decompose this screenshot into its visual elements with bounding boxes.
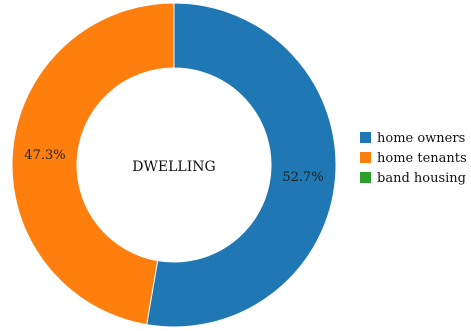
legend-label-home-tenants: home tenants: [377, 151, 467, 166]
legend-swatch-band-housing: [360, 172, 371, 183]
center-label: DWELLING: [132, 159, 215, 175]
legend: home owners home tenants band housing: [360, 131, 467, 186]
legend-swatch-home-tenants: [360, 152, 371, 163]
slice-home-owners: [146, 2, 337, 328]
slice-labels: 52.7% 47.3%: [24, 148, 323, 185]
slice-label-home-owners: 52.7%: [282, 170, 323, 185]
donut-slices: [11, 2, 337, 328]
slice-label-home-tenants: 47.3%: [24, 148, 65, 163]
legend-label-band-housing: band housing: [377, 171, 466, 186]
legend-swatch-home-owners: [360, 132, 371, 143]
slice-home-tenants: [11, 2, 175, 326]
legend-label-home-owners: home owners: [377, 131, 465, 146]
